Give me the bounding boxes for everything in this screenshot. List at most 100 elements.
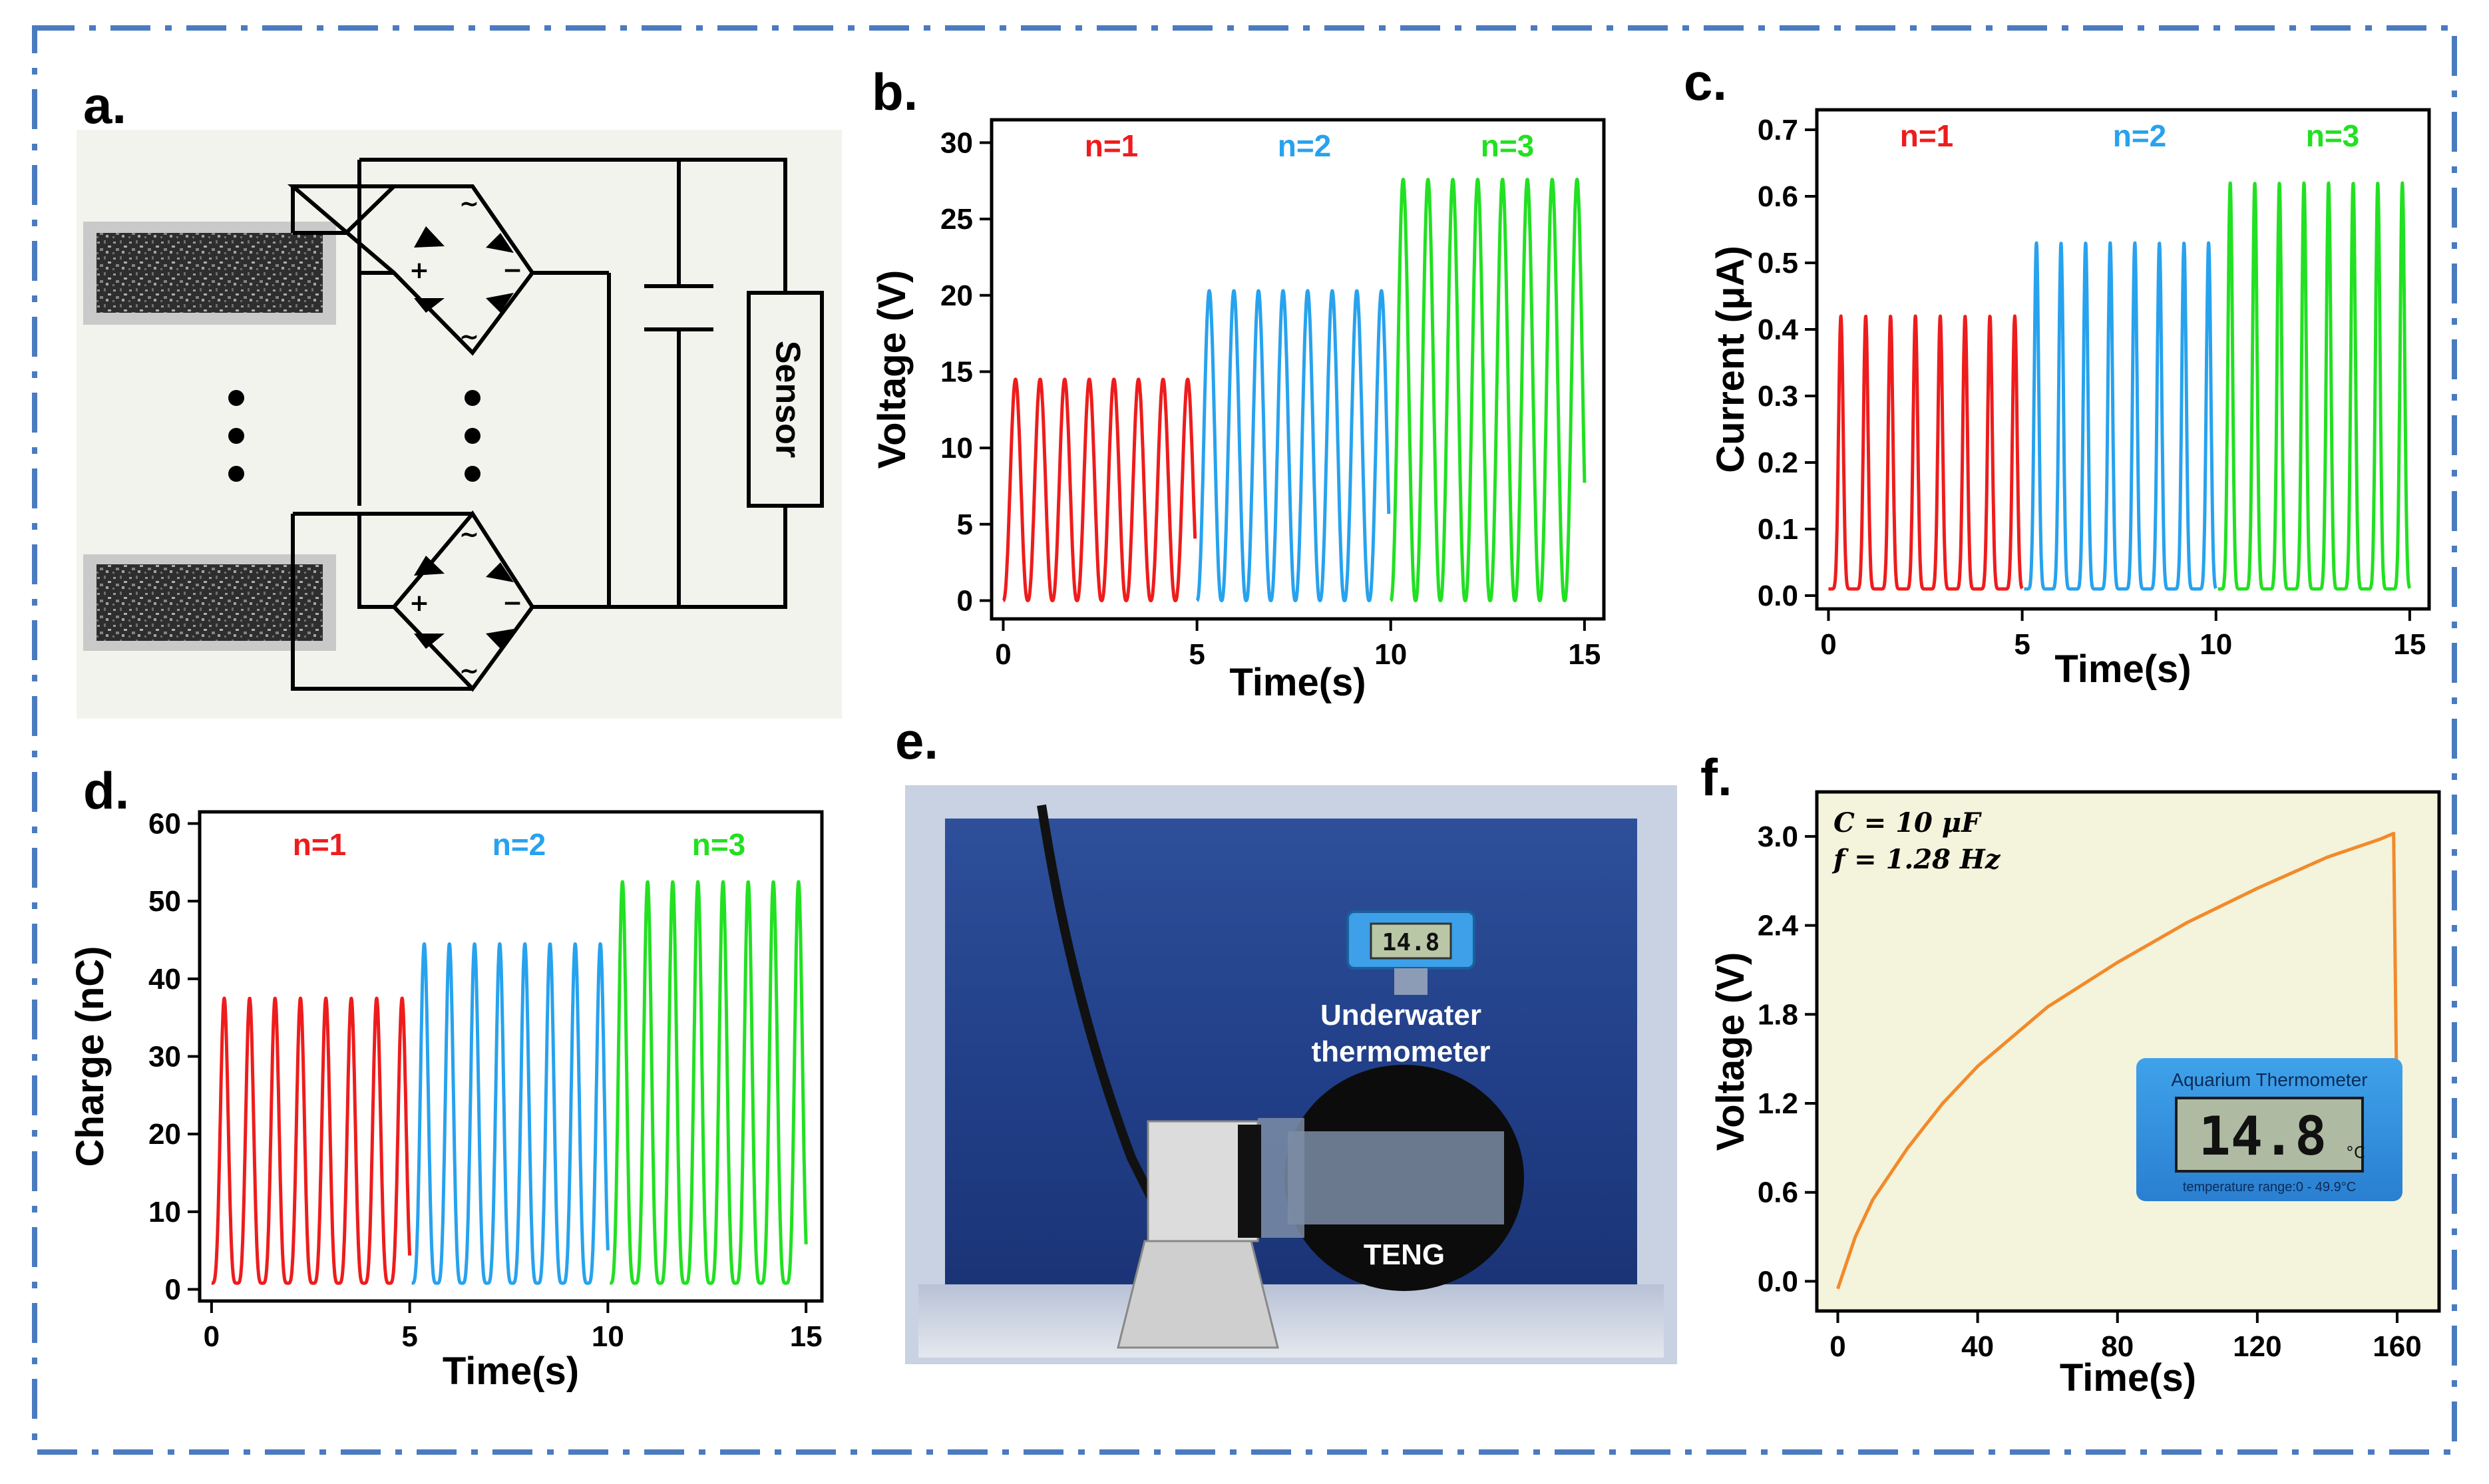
y-tick-label: 0.6 <box>1758 1177 1798 1209</box>
y-axis-title: Voltage (V) <box>1709 952 1752 1151</box>
diode-top-1 <box>414 226 445 248</box>
series-n=1 <box>1002 377 1197 602</box>
y-tick-label: 10 <box>940 432 973 464</box>
bridge-bottom-plus: + <box>409 590 429 617</box>
diode-bottom-3 <box>414 634 445 649</box>
thermometer-label-1: Underwater <box>1320 999 1481 1031</box>
x-tick-label: 5 <box>2014 628 2030 661</box>
panel-letter-c: c. <box>1684 53 1727 111</box>
y-tick-label: 0.4 <box>1758 313 1799 346</box>
inset-screen <box>2175 1097 2364 1173</box>
panel-letter-d: d. <box>83 761 129 820</box>
thermometer-reading: 14.8 <box>1382 929 1440 956</box>
x-tick-label: 0 <box>995 638 1011 671</box>
ellipsis-dot-left-2 <box>228 428 244 444</box>
teng-film <box>1288 1131 1504 1224</box>
y-tick-label: 10 <box>148 1196 181 1228</box>
panel-d: d. 0 5 10 15 0 10 20 30 40 50 60 Time(s) Charge (nC) n… <box>69 761 824 1393</box>
outer-frame <box>32 25 2457 1455</box>
teng-strip-bottom <box>96 564 323 641</box>
teng-arm <box>1258 1118 1304 1238</box>
teng-strip-top <box>96 233 323 313</box>
charging-curve <box>1836 831 2399 1290</box>
sensor-label: Sensor <box>768 341 807 458</box>
x-axis-title: Time(s) <box>2054 648 2191 691</box>
capacitance-annotation: C = 10 μF <box>1833 807 1982 838</box>
panel-b: b. 0 5 10 15 0 5 10 15 20 25 30 Time(s) Voltage (V) n=… <box>870 63 1606 704</box>
series-label-n=1: n=1 <box>293 827 347 862</box>
y-tick-label: 0.3 <box>1758 380 1798 413</box>
bridge-top-tilde-2: ~ <box>459 323 479 351</box>
x-tick-label: 0 <box>1829 1330 1845 1363</box>
diode-top-4 <box>486 293 514 313</box>
x-axis-title: Time(s) <box>2060 1356 2196 1399</box>
x-tick-label: 5 <box>1189 638 1205 671</box>
thermometer-screen <box>1370 922 1452 960</box>
diode-bottom-4 <box>486 629 514 649</box>
series-label-n=3: n=3 <box>2306 118 2360 153</box>
series-label-n=1: n=1 <box>1085 128 1139 163</box>
panel-c: c. 0 5 10 15 0.0 0.1 0.2 0.3 0.4 0.5 0.6 0.7 Time(s) C… <box>1684 53 2431 691</box>
y-tick-label: 60 <box>148 808 181 840</box>
y-tick-label: 0.7 <box>1758 114 1798 146</box>
y-axis-title: Current (μA) <box>1709 246 1752 473</box>
y-tick-label: 0 <box>957 584 973 617</box>
thermometer-label-2: thermometer <box>1312 1035 1491 1068</box>
tank-floor <box>918 1284 1664 1358</box>
x-tick-label: 40 <box>1961 1330 1994 1363</box>
y-tick-label: 30 <box>148 1041 181 1073</box>
y-tick-label: 0.1 <box>1758 513 1798 546</box>
wire-bottom-left <box>291 512 473 691</box>
plot-frame <box>1815 108 2431 611</box>
y-tick-label: 25 <box>940 203 973 236</box>
plot-frame <box>1815 790 2441 1313</box>
panel-f: f. 0 40 80 120 160 0.0 0.6 1.2 1.8 2.4 3.0 Time(s) Vo… <box>1700 748 2441 1399</box>
teng-label: TENG <box>1364 1238 1445 1271</box>
series-label-n=2: n=2 <box>492 827 546 862</box>
inset-unit: °C <box>2346 1143 2365 1162</box>
x-tick-label: 0 <box>1820 628 1836 661</box>
x-tick-label: 120 <box>2233 1330 2281 1363</box>
y-tick-label: 0.5 <box>1758 247 1798 279</box>
y-axis-title: Charge (nC) <box>69 946 112 1167</box>
panel-e: e. 14.8 Underwater thermometer TENG <box>895 711 1677 1364</box>
y-tick-label: 0.0 <box>1758 1265 1798 1298</box>
y-tick-label: 20 <box>940 279 973 312</box>
series-label-n=2: n=2 <box>1278 128 1332 163</box>
y-tick-label: 2.4 <box>1758 910 1799 942</box>
tank-cable <box>1037 804 1159 1207</box>
diode-top-3 <box>414 298 445 313</box>
y-tick-label: 0.6 <box>1758 180 1798 213</box>
y-tick-label: 0 <box>165 1274 181 1306</box>
x-tick-label: 10 <box>1374 638 1407 671</box>
x-tick-label: 15 <box>790 1320 823 1353</box>
ellipsis-dot-left-3 <box>228 466 244 482</box>
y-tick-label: 1.2 <box>1758 1087 1798 1120</box>
bridge-bottom-tilde-1: ~ <box>459 521 479 548</box>
thermometer-mount <box>1394 968 1428 995</box>
frequency-annotation: f = 1.28 Hz <box>1831 844 2001 875</box>
series-n=3 <box>608 880 808 1285</box>
y-tick-label: 1.8 <box>1758 998 1798 1031</box>
plot-frame <box>990 118 1606 621</box>
series-label-n=3: n=3 <box>692 827 746 862</box>
diode-top-2 <box>486 233 514 253</box>
x-tick-label: 0 <box>204 1320 220 1353</box>
wire-bottom-right <box>532 506 787 609</box>
x-tick-label: 15 <box>1568 638 1601 671</box>
diode-bottom-1 <box>414 556 445 576</box>
series-label-n=3: n=3 <box>1481 128 1535 163</box>
x-tick-label: 5 <box>401 1320 417 1353</box>
bridge-top-tilde-1: ~ <box>459 190 479 218</box>
panel-letter-a: a. <box>83 76 126 134</box>
series-n=2 <box>2022 241 2217 591</box>
wire-top-left <box>291 158 787 607</box>
motor-side <box>1238 1125 1261 1238</box>
panel-a: a. Sensor ~ + − ~ <box>77 76 842 719</box>
inset-footer: temperature range:0 - 49.9°C <box>2183 1180 2356 1195</box>
bridge-top-plus: + <box>409 257 429 284</box>
x-tick-label: 15 <box>2393 628 2426 661</box>
x-axis-title: Time(s) <box>1229 661 1366 704</box>
x-tick-label: 80 <box>2101 1330 2134 1363</box>
